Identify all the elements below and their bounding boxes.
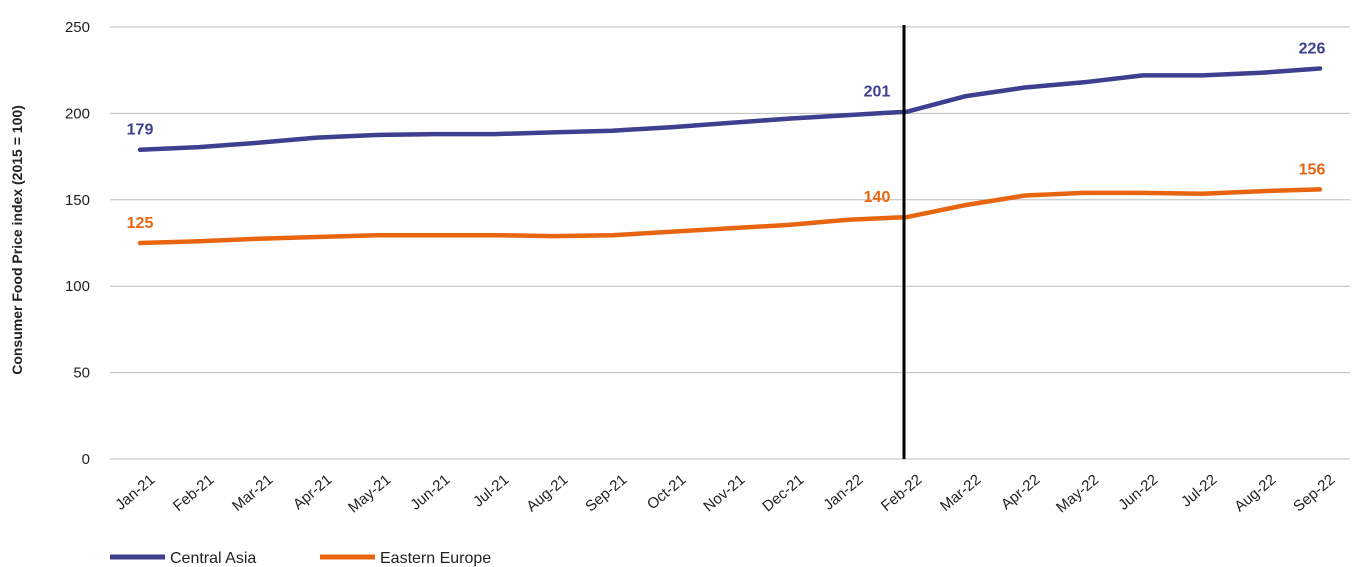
x-tick-label: Jan-21 — [112, 471, 158, 514]
data-label: 156 — [1299, 161, 1326, 178]
x-tick-label: Sep-22 — [1290, 471, 1338, 515]
x-tick-label: May-22 — [1053, 471, 1102, 516]
x-tick-label: Feb-22 — [878, 471, 925, 515]
data-label: 201 — [864, 84, 891, 101]
y-axis-label: Consumer Food Price index (2015 = 100) — [9, 105, 25, 375]
y-tick-label: 250 — [65, 19, 90, 36]
x-tick-label: Jul-22 — [1178, 471, 1220, 510]
data-label: 140 — [864, 189, 891, 206]
y-tick-label: 50 — [73, 365, 90, 382]
data-label: 125 — [127, 215, 154, 232]
data-labels: 179 201 226 125 140 156 — [127, 40, 1326, 232]
legend: Central Asia Eastern Europe — [110, 550, 491, 567]
x-tick-label: Nov-21 — [700, 471, 748, 515]
series-lines — [137, 66, 1323, 246]
x-tick-label: Oct-21 — [644, 471, 689, 513]
y-axis-ticks: 0 50 100 150 200 250 — [65, 19, 90, 468]
legend-label: Central Asia — [170, 550, 256, 567]
x-tick-label: Jan-22 — [820, 471, 866, 514]
x-tick-label: Apr-21 — [290, 471, 335, 513]
x-tick-label: Feb-21 — [170, 471, 217, 515]
x-tick-label: Sep-21 — [582, 471, 630, 515]
x-tick-label: Mar-21 — [229, 471, 276, 515]
x-tick-label: Jun-22 — [1115, 471, 1161, 514]
series-line — [137, 66, 1323, 152]
x-tick-label: Jun-21 — [407, 471, 453, 514]
data-label: 226 — [1299, 40, 1326, 57]
x-tick-label: Mar-22 — [937, 471, 984, 515]
x-tick-label: Aug-22 — [1231, 471, 1279, 515]
y-tick-label: 100 — [65, 278, 90, 295]
x-tick-label: Jul-21 — [470, 471, 512, 510]
gridlines — [110, 26, 1350, 460]
x-tick-label: May-21 — [345, 471, 394, 516]
y-tick-label: 150 — [65, 192, 90, 209]
x-axis-ticks: Jan-21 Feb-21 Mar-21 Apr-21 May-21 Jun-21 Jul-… — [112, 471, 1338, 516]
series-line — [137, 187, 1323, 246]
y-tick-label: 0 — [82, 451, 90, 468]
x-tick-label: Apr-22 — [998, 471, 1043, 513]
x-tick-label: Dec-21 — [759, 471, 807, 515]
data-label: 179 — [127, 122, 154, 139]
x-tick-label: Aug-21 — [523, 471, 571, 515]
legend-label: Eastern Europe — [380, 550, 491, 567]
y-tick-label: 200 — [65, 105, 90, 122]
